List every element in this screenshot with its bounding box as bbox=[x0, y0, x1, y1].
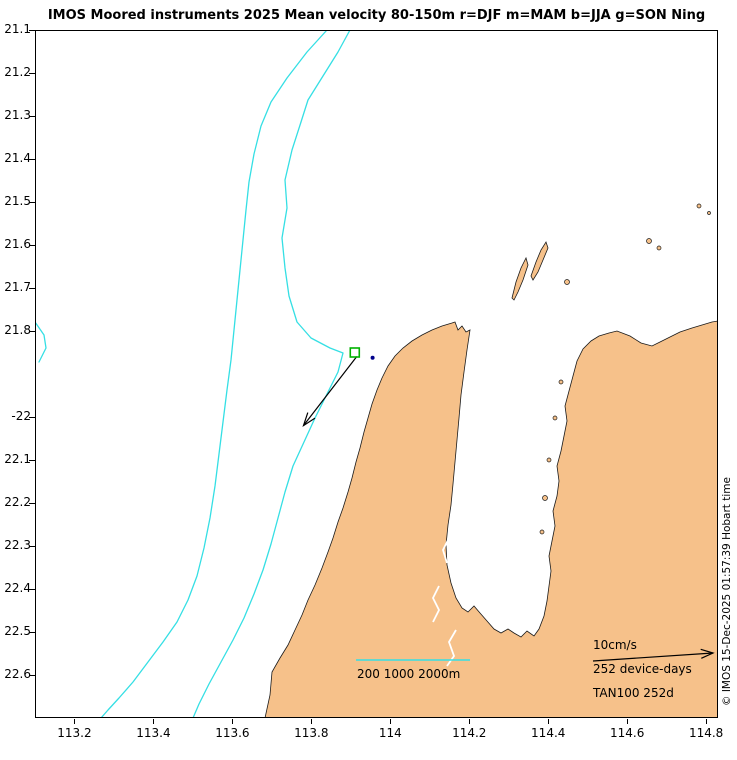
x-tick-label: 113.2 bbox=[57, 726, 92, 740]
y-tick-mark bbox=[29, 632, 35, 633]
secondary-data-point bbox=[370, 355, 375, 360]
islet bbox=[646, 238, 652, 244]
bathymetry-contour bbox=[35, 321, 47, 363]
islet bbox=[558, 379, 564, 385]
islet bbox=[546, 457, 552, 463]
station-summary-label: TAN100 252d bbox=[592, 686, 674, 700]
device-days-label: 252 device-days bbox=[593, 662, 692, 676]
islet bbox=[542, 495, 548, 501]
island bbox=[530, 241, 549, 281]
y-tick-label: 21.7 bbox=[4, 280, 31, 294]
y-tick-mark bbox=[29, 503, 35, 504]
scale-arrow-shaft bbox=[592, 652, 714, 662]
x-tick-mark bbox=[626, 719, 628, 724]
y-tick-mark bbox=[29, 159, 35, 160]
x-tick-label: 114.8 bbox=[688, 726, 724, 740]
x-tick-label: 114.6 bbox=[610, 726, 645, 740]
y-tick-mark bbox=[29, 417, 35, 418]
islet bbox=[707, 211, 711, 215]
islet bbox=[564, 279, 570, 285]
x-tick-label: 113.8 bbox=[294, 726, 329, 740]
y-tick-mark bbox=[29, 589, 35, 590]
y-tick-label: 21.6 bbox=[4, 237, 31, 251]
mooring-marker bbox=[349, 347, 361, 358]
y-tick-label: 21.3 bbox=[4, 108, 31, 122]
velocity-arrow-shaft bbox=[302, 356, 358, 426]
land-layer bbox=[264, 203, 718, 718]
bathymetry-contours-layer bbox=[35, 30, 351, 718]
plot-title: IMOS Moored instruments 2025 Mean veloci… bbox=[47, 8, 706, 23]
x-tick-label: 114.4 bbox=[531, 726, 566, 740]
y-tick-mark bbox=[29, 245, 35, 246]
y-tick-mark bbox=[29, 546, 35, 547]
y-tick-mark bbox=[29, 116, 35, 117]
y-tick-mark bbox=[29, 30, 35, 31]
x-tick-mark bbox=[152, 719, 154, 724]
x-tick-label: 114.2 bbox=[452, 726, 487, 740]
scale-arrow-label: 10cm/s bbox=[593, 638, 637, 652]
contour-legend-label: 200 1000 2000m bbox=[357, 667, 460, 681]
creek bbox=[431, 585, 441, 623]
y-tick-mark bbox=[29, 288, 35, 289]
bathymetry-contour bbox=[192, 30, 351, 718]
x-tick-mark bbox=[231, 719, 233, 724]
x-tick-mark bbox=[389, 719, 391, 724]
y-tick-label: 22.6 bbox=[4, 667, 31, 681]
x-tick-mark bbox=[310, 719, 312, 724]
land-polygon bbox=[264, 320, 718, 718]
y-tick-mark bbox=[29, 675, 35, 676]
y-tick-label: -22 bbox=[11, 409, 31, 423]
islet bbox=[696, 203, 702, 209]
x-tick-label: 113.6 bbox=[215, 726, 250, 740]
y-tick-label: 22.2 bbox=[4, 495, 31, 509]
y-tick-mark bbox=[29, 460, 35, 461]
x-tick-mark bbox=[73, 719, 75, 724]
axes-border bbox=[35, 30, 718, 718]
y-tick-label: 21.4 bbox=[4, 151, 31, 165]
contour-legend: 200 1000 2000m bbox=[356, 659, 470, 681]
y-tick-label: 22.4 bbox=[4, 581, 31, 595]
x-tick-mark bbox=[705, 719, 707, 724]
x-tick-mark bbox=[547, 719, 549, 724]
x-tick-mark bbox=[468, 719, 470, 724]
x-tick-label: 114 bbox=[378, 726, 402, 740]
y-tick-mark bbox=[29, 73, 35, 74]
x-tick-label: 113.4 bbox=[136, 726, 171, 740]
islet bbox=[552, 415, 558, 421]
scale-arrow-head bbox=[700, 648, 715, 659]
islet bbox=[656, 245, 662, 251]
velocity-arrow-head bbox=[302, 412, 316, 428]
y-tick-label: 22.3 bbox=[4, 538, 31, 552]
island bbox=[511, 256, 529, 301]
bathymetry-contour bbox=[100, 30, 328, 718]
y-tick-label: 21.2 bbox=[4, 65, 31, 79]
creek bbox=[442, 537, 450, 564]
y-tick-label: 22.5 bbox=[4, 624, 31, 638]
y-tick-mark bbox=[29, 331, 35, 332]
y-tick-label: 21.5 bbox=[4, 194, 31, 208]
map-canvas: 200 1000 2000m 10cm/s 252 device-days TA… bbox=[35, 30, 718, 718]
islet bbox=[539, 529, 545, 535]
y-tick-label: 21.8 bbox=[4, 323, 31, 337]
y-tick-mark bbox=[29, 202, 35, 203]
imos-watermark: © IMOS 15-Dec-2025 01:57:39 Hobart time bbox=[721, 477, 733, 706]
station-layer bbox=[302, 347, 375, 428]
y-tick-label: 22.1 bbox=[4, 452, 31, 466]
creek bbox=[446, 629, 457, 667]
y-tick-label: 21.1 bbox=[4, 22, 31, 36]
scale-legend: 10cm/s 252 device-days TAN100 252d bbox=[592, 638, 715, 700]
